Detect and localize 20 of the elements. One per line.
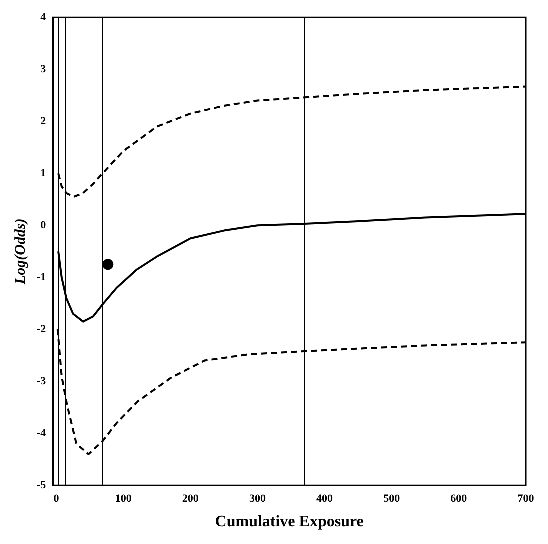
x-tick-label: 300 (249, 493, 266, 506)
x-tick-label: 500 (384, 493, 401, 506)
y-tick-label: 0 (40, 219, 47, 232)
x-axis-title: Cumulative Exposure (215, 514, 364, 531)
x-tick-label: 600 (450, 493, 468, 506)
x-tick-label: 400 (316, 493, 334, 506)
y-tick-label: 1 (40, 167, 46, 180)
y-tick-label: -2 (36, 323, 47, 336)
y-tick-label: 4 (40, 11, 47, 24)
y-tick-label: -3 (36, 375, 47, 388)
x-tick-label: 200 (182, 493, 200, 506)
x-tick-label: 0 (54, 493, 60, 506)
y-axis-title: Log(Odds) (12, 218, 29, 286)
y-tick-label: 2 (40, 115, 47, 128)
y-tick-label: 3 (40, 63, 47, 76)
y-tick-label: -5 (36, 479, 47, 492)
y-tick-label: -4 (36, 427, 47, 440)
y-tick-label: -1 (36, 271, 46, 284)
x-tick-label: 700 (518, 493, 535, 506)
x-tick-label: 100 (115, 493, 132, 506)
